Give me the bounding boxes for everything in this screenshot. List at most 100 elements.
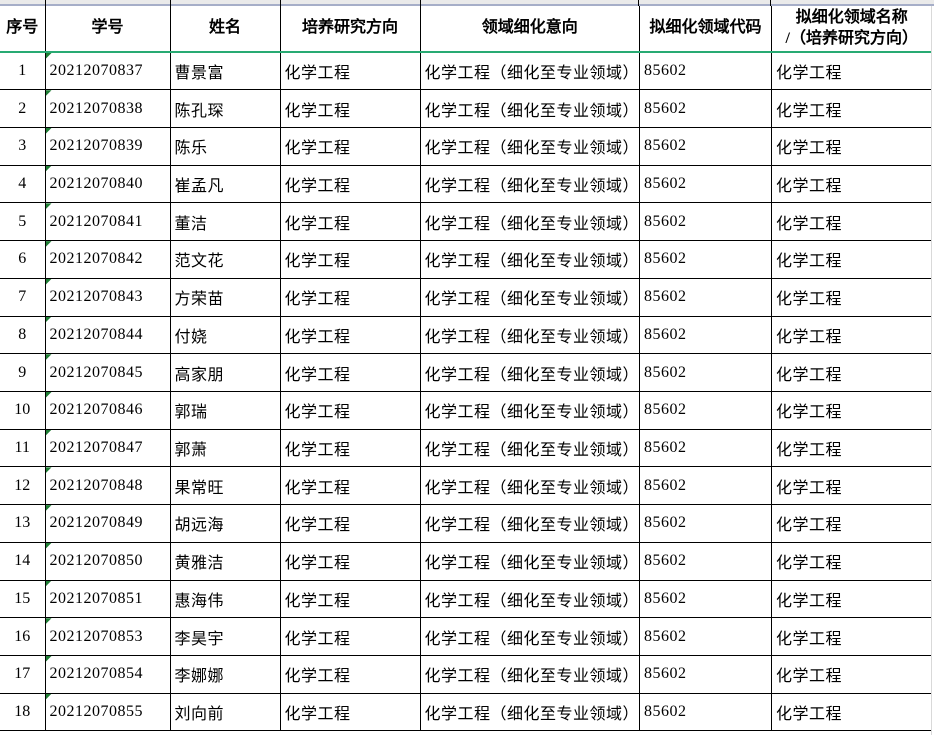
cell-student_id[interactable]: 20212070840 [44,164,171,204]
cell-intention[interactable]: 化学工程（细化至专业领域） [419,315,641,355]
cell-field_name[interactable]: 化学工程 [771,655,932,694]
column-header-seq[interactable]: 序号 [0,6,46,53]
cell-student_id[interactable]: 20212070846 [44,390,171,430]
cell-intention[interactable]: 化学工程（细化至专业领域） [419,504,641,543]
cell-name[interactable]: 郭萧 [169,428,281,468]
column-header-intention[interactable]: 领域细化意向 [419,6,641,53]
cell-name[interactable]: 陈孔琛 [169,89,281,128]
cell-code[interactable]: 85602 [639,164,773,204]
cell-field_name[interactable]: 化学工程 [771,390,932,430]
cell-intention[interactable]: 化学工程（细化至专业领域） [419,541,641,581]
cell-code[interactable]: 85602 [639,353,773,392]
cell-intention[interactable]: 化学工程（细化至专业领域） [419,89,641,128]
cell-code[interactable]: 85602 [639,315,773,355]
column-header-direction[interactable]: 培养研究方向 [279,6,421,53]
cell-code[interactable]: 85602 [639,428,773,468]
cell-student_id[interactable]: 20212070853 [44,617,171,656]
cell-field_name[interactable]: 化学工程 [771,51,932,91]
cell-direction[interactable]: 化学工程 [279,89,421,128]
cell-code[interactable]: 85602 [639,51,773,91]
cell-intention[interactable]: 化学工程（细化至专业领域） [419,277,641,317]
cell-direction[interactable]: 化学工程 [279,617,421,656]
cell-direction[interactable]: 化学工程 [279,692,421,732]
cell-field_name[interactable]: 化学工程 [771,277,932,317]
cell-intention[interactable]: 化学工程（细化至专业领域） [419,240,641,279]
cell-direction[interactable]: 化学工程 [279,428,421,468]
cell-name[interactable]: 董洁 [169,202,281,242]
cell-name[interactable]: 高家朋 [169,353,281,392]
cell-code[interactable]: 85602 [639,692,773,732]
cell-student_id[interactable]: 20212070845 [44,353,171,392]
column-header-name[interactable]: 姓名 [169,6,281,53]
cell-field_name[interactable]: 化学工程 [771,89,932,128]
cell-code[interactable]: 85602 [639,579,773,619]
cell-student_id[interactable]: 20212070838 [44,89,171,128]
cell-student_id[interactable]: 20212070839 [44,126,171,166]
cell-student_id[interactable]: 20212070849 [44,504,171,543]
cell-seq[interactable]: 10 [0,390,46,430]
cell-seq[interactable]: 16 [0,617,46,656]
cell-intention[interactable]: 化学工程（细化至专业领域） [419,466,641,506]
cell-seq[interactable]: 1 [0,51,46,91]
cell-name[interactable]: 付娆 [169,315,281,355]
cell-field_name[interactable]: 化学工程 [771,202,932,242]
cell-seq[interactable]: 3 [0,126,46,166]
cell-code[interactable]: 85602 [639,466,773,506]
cell-direction[interactable]: 化学工程 [279,466,421,506]
cell-intention[interactable]: 化学工程（细化至专业领域） [419,655,641,694]
cell-name[interactable]: 曹景富 [169,51,281,91]
cell-name[interactable]: 黄雅洁 [169,541,281,581]
column-header-code[interactable]: 拟细化领域代码 [639,6,773,53]
cell-direction[interactable]: 化学工程 [279,504,421,543]
cell-seq[interactable]: 2 [0,89,46,128]
cell-direction[interactable]: 化学工程 [279,541,421,581]
cell-student_id[interactable]: 20212070854 [44,655,171,694]
cell-field_name[interactable]: 化学工程 [771,504,932,543]
cell-name[interactable]: 崔孟凡 [169,164,281,204]
cell-intention[interactable]: 化学工程（细化至专业领域） [419,390,641,430]
cell-intention[interactable]: 化学工程（细化至专业领域） [419,692,641,732]
cell-code[interactable]: 85602 [639,541,773,581]
cell-student_id[interactable]: 20212070842 [44,240,171,279]
cell-field_name[interactable]: 化学工程 [771,428,932,468]
cell-intention[interactable]: 化学工程（细化至专业领域） [419,126,641,166]
cell-name[interactable]: 刘向前 [169,692,281,732]
cell-intention[interactable]: 化学工程（细化至专业领域） [419,202,641,242]
cell-intention[interactable]: 化学工程（细化至专业领域） [419,617,641,656]
cell-intention[interactable]: 化学工程（细化至专业领域） [419,51,641,91]
cell-student_id[interactable]: 20212070843 [44,277,171,317]
cell-student_id[interactable]: 20212070855 [44,692,171,732]
cell-field_name[interactable]: 化学工程 [771,315,932,355]
cell-direction[interactable]: 化学工程 [279,390,421,430]
cell-direction[interactable]: 化学工程 [279,277,421,317]
cell-seq[interactable]: 5 [0,202,46,242]
cell-name[interactable]: 果常旺 [169,466,281,506]
cell-direction[interactable]: 化学工程 [279,164,421,204]
cell-seq[interactable]: 8 [0,315,46,355]
cell-seq[interactable]: 9 [0,353,46,392]
cell-student_id[interactable]: 20212070850 [44,541,171,581]
cell-field_name[interactable]: 化学工程 [771,692,932,732]
cell-intention[interactable]: 化学工程（细化至专业领域） [419,579,641,619]
cell-name[interactable]: 李昊宇 [169,617,281,656]
cell-direction[interactable]: 化学工程 [279,202,421,242]
cell-seq[interactable]: 15 [0,579,46,619]
cell-name[interactable]: 范文花 [169,240,281,279]
cell-direction[interactable]: 化学工程 [279,353,421,392]
cell-field_name[interactable]: 化学工程 [771,466,932,506]
cell-intention[interactable]: 化学工程（细化至专业领域） [419,164,641,204]
cell-student_id[interactable]: 20212070844 [44,315,171,355]
cell-seq[interactable]: 11 [0,428,46,468]
cell-field_name[interactable]: 化学工程 [771,126,932,166]
cell-seq[interactable]: 4 [0,164,46,204]
cell-direction[interactable]: 化学工程 [279,51,421,91]
cell-name[interactable]: 郭瑞 [169,390,281,430]
cell-direction[interactable]: 化学工程 [279,579,421,619]
cell-direction[interactable]: 化学工程 [279,315,421,355]
cell-name[interactable]: 李娜娜 [169,655,281,694]
cell-code[interactable]: 85602 [639,277,773,317]
cell-seq[interactable]: 6 [0,240,46,279]
cell-direction[interactable]: 化学工程 [279,240,421,279]
cell-seq[interactable]: 12 [0,466,46,506]
cell-student_id[interactable]: 20212070837 [44,51,171,91]
